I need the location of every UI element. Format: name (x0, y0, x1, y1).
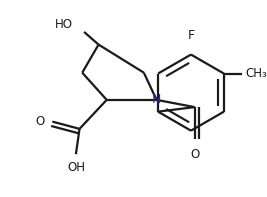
Text: O: O (36, 115, 45, 128)
Text: CH₃: CH₃ (246, 67, 267, 80)
Text: O: O (190, 148, 199, 161)
Text: HO: HO (55, 18, 73, 31)
Text: OH: OH (67, 162, 85, 175)
Text: N: N (152, 93, 161, 106)
Text: F: F (187, 29, 195, 42)
